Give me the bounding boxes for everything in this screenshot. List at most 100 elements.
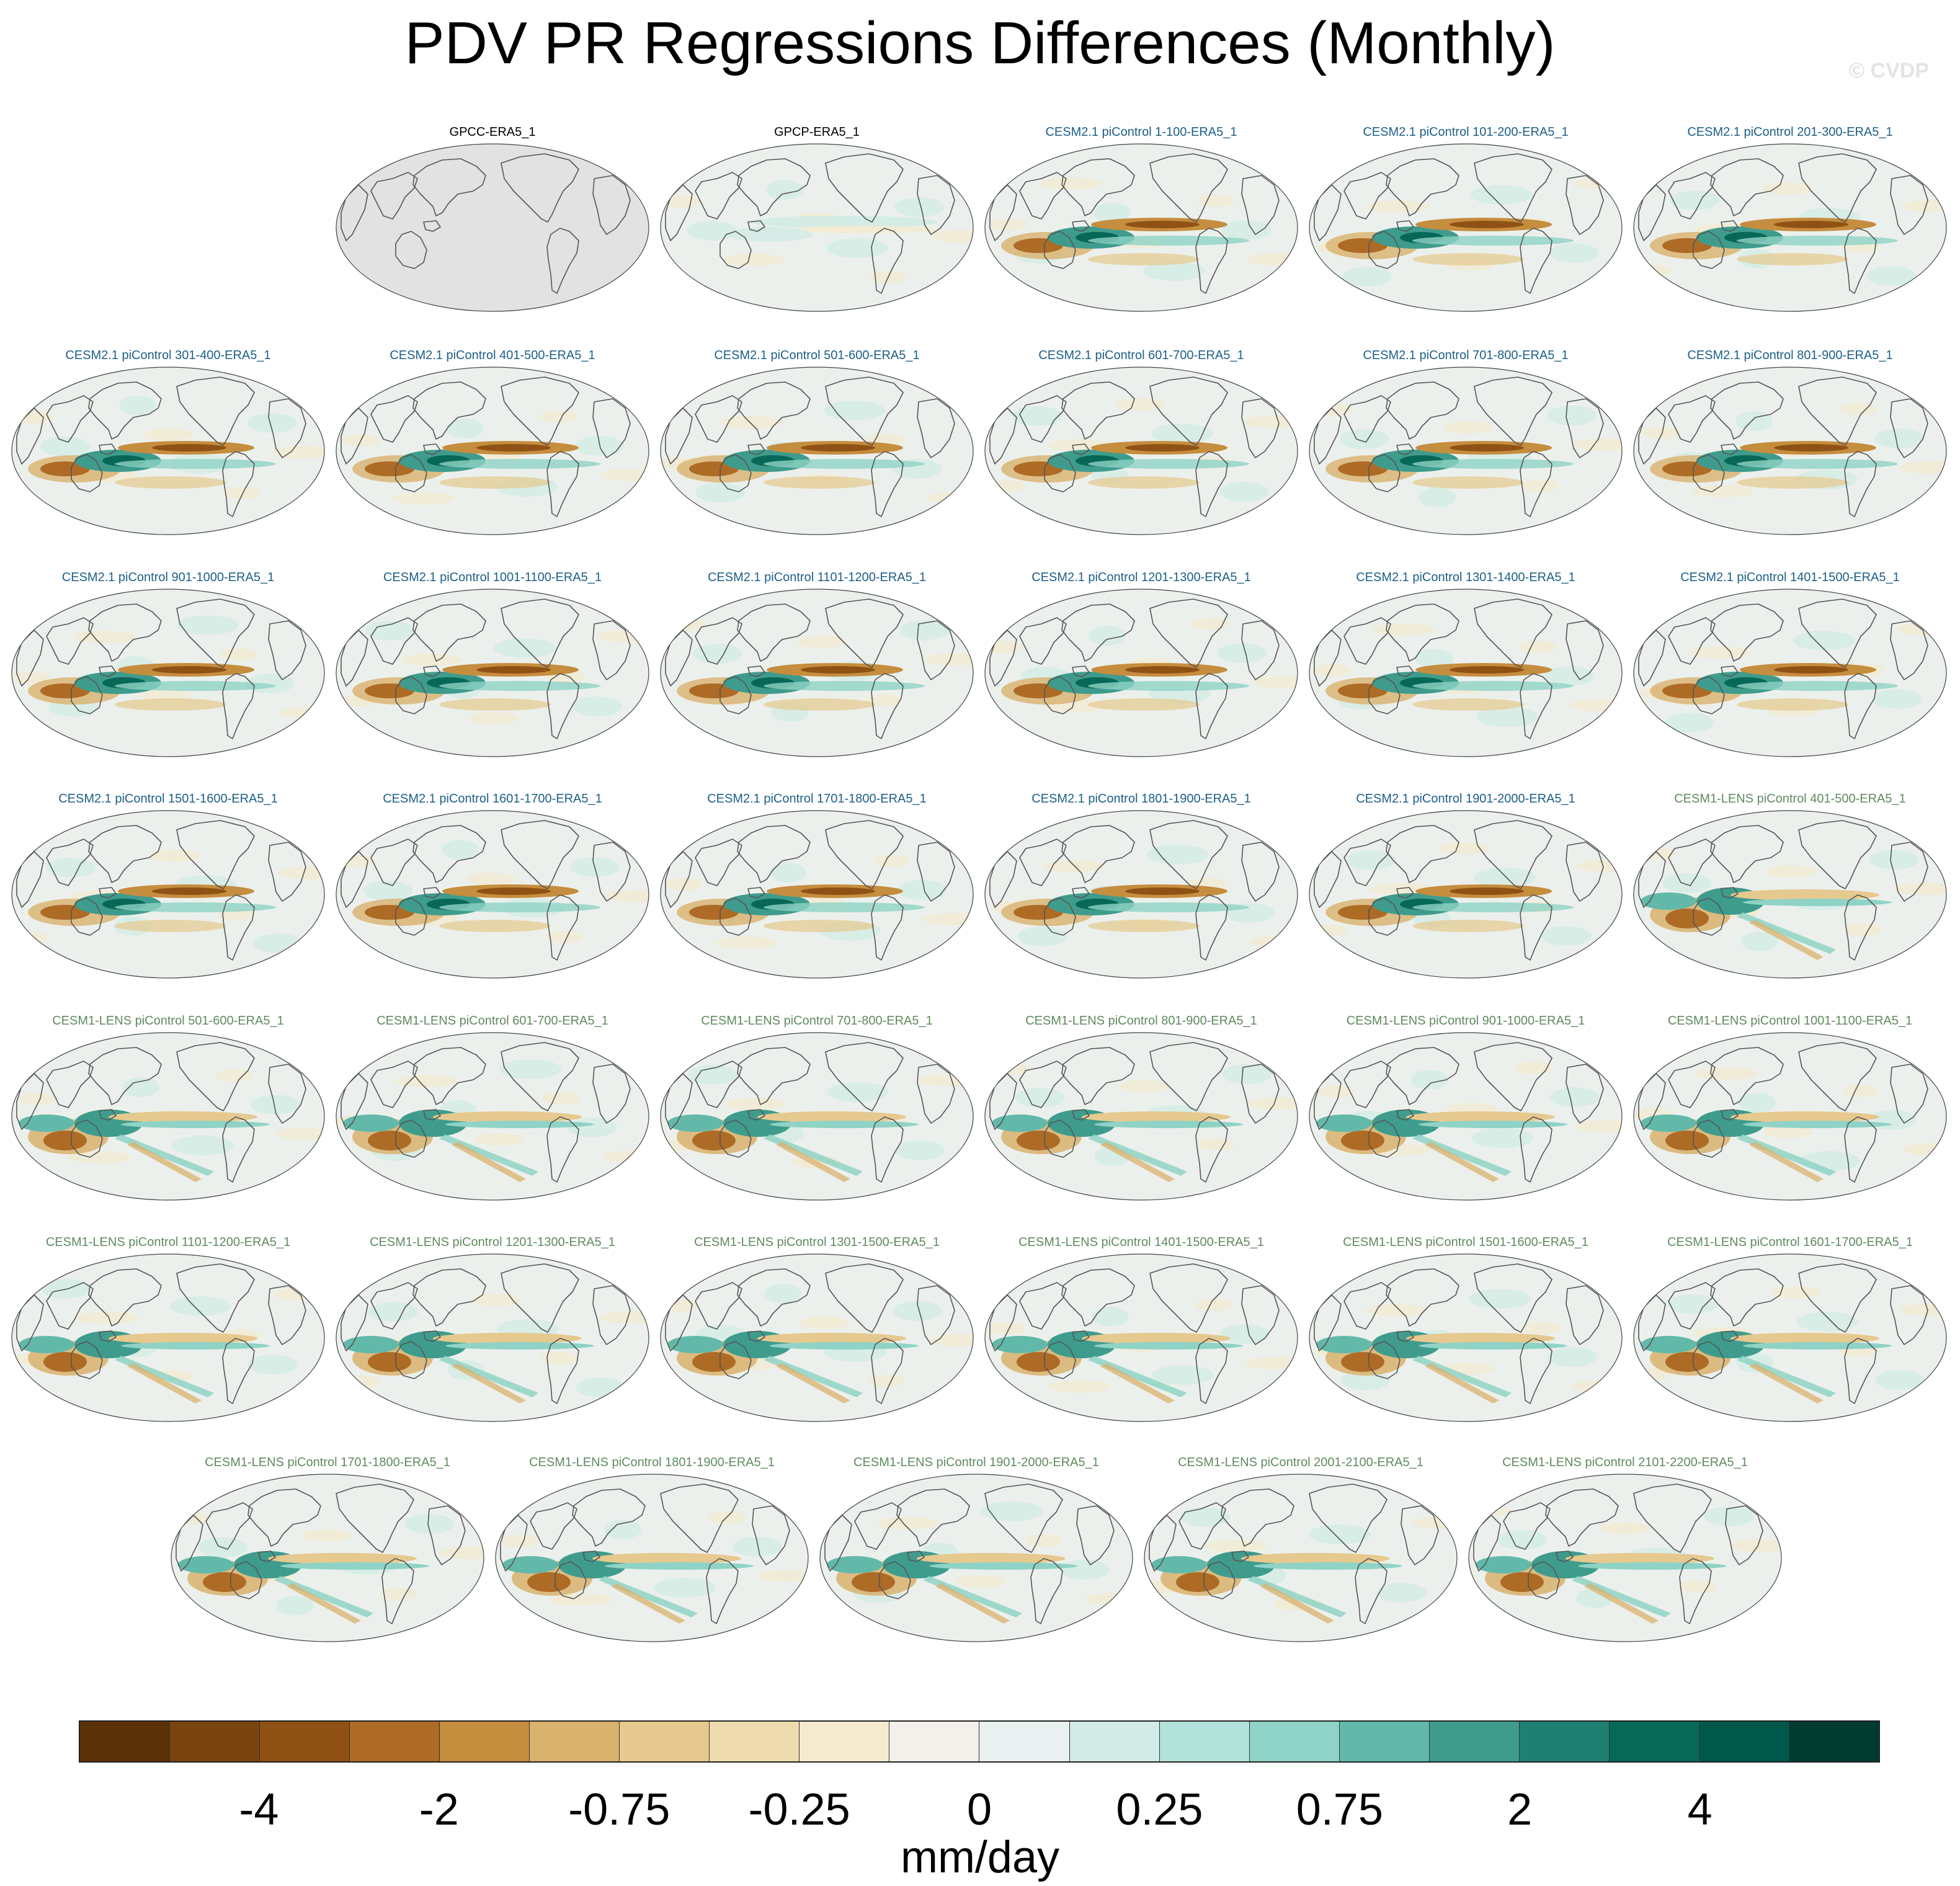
colorbar-box: [260, 1722, 350, 1761]
map-panel: CESM2.1 piControl 401-500-ERA5_1: [334, 347, 651, 537]
robinson-map: [11, 810, 325, 979]
colorbar-label: 0: [966, 1785, 992, 1835]
colorbar-box: [1339, 1722, 1430, 1761]
map-panel: CESM2.1 piControl 1901-2000-ERA5_1: [1307, 791, 1624, 981]
robinson-map: [1309, 1032, 1623, 1201]
colorbar-box: [1699, 1722, 1789, 1761]
map-panel: CESM1-LENS piControl 1201-1300-ERA5_1: [334, 1234, 651, 1424]
robinson-map: [1309, 367, 1623, 535]
map-outline: [1309, 1032, 1623, 1201]
colorbar-box: [710, 1722, 800, 1761]
map-panel: CESM1-LENS piControl 901-1000-ERA5_1: [1307, 1013, 1624, 1203]
map-panel: CESM1-LENS piControl 1001-1100-ERA5_1: [1631, 1013, 1949, 1203]
robinson-map: [660, 1032, 974, 1201]
colorbar-box: [889, 1722, 980, 1761]
map-panel: CESM2.1 piControl 601-700-ERA5_1: [982, 347, 1300, 537]
map-outline: [336, 1032, 649, 1201]
robinson-map: [984, 1253, 1298, 1422]
robinson-map: [660, 1253, 974, 1422]
map-outline: [660, 1253, 974, 1422]
panel-title: GPCC-ERA5_1: [449, 125, 536, 139]
panel-title: CESM2.1 piControl 701-800-ERA5_1: [1363, 349, 1569, 362]
colorbar-units: mm/day: [900, 1833, 1060, 1882]
robinson-map: [336, 1032, 649, 1201]
map-outline: [1144, 1474, 1458, 1642]
panel-title: CESM2.1 piControl 301-400-ERA5_1: [65, 349, 271, 362]
map-outline: [660, 810, 974, 979]
robinson-map: [984, 143, 1298, 312]
map-panel: CESM1-LENS piControl 1801-1900-ERA5_1: [493, 1454, 811, 1644]
robinson-map: [1144, 1474, 1458, 1642]
map-outline: [660, 143, 974, 312]
map-outline: [984, 143, 1298, 312]
watermark: © CVDP: [1849, 59, 1929, 82]
panel-title: CESM1-LENS piControl 1101-1200-ERA5_1: [45, 1235, 291, 1249]
map-outline: [1309, 367, 1623, 535]
map-panel: CESM1-LENS piControl 801-900-ERA5_1: [982, 1013, 1300, 1203]
panel-title: CESM2.1 piControl 1101-1200-ERA5_1: [707, 571, 927, 584]
map-panel: CESM1-LENS piControl 2101-2200-ERA5_1: [1466, 1454, 1784, 1644]
panel-title: CESM1-LENS piControl 1501-1600-ERA5_1: [1343, 1235, 1588, 1249]
map-outline: [11, 589, 325, 757]
robinson-map: [984, 367, 1298, 535]
robinson-map: [1633, 143, 1947, 312]
map-panel: CESM1-LENS piControl 601-700-ERA5_1: [334, 1013, 651, 1203]
panel-title: CESM1-LENS piControl 901-1000-ERA5_1: [1346, 1014, 1585, 1028]
panel-title: CESM1-LENS piControl 1301-1500-ERA5_1: [694, 1235, 940, 1249]
map-outline: [984, 1032, 1298, 1201]
robinson-map: [660, 367, 974, 535]
map-outline: [1633, 1253, 1947, 1422]
colorbar-boxes: [80, 1722, 1879, 1761]
map-panel: CESM2.1 piControl 1301-1400-ERA5_1: [1307, 569, 1624, 759]
robinson-map: [984, 810, 1298, 979]
robinson-map: [660, 810, 974, 979]
map-outline: [819, 1474, 1133, 1642]
map-outline: [1309, 589, 1623, 757]
robinson-map: [336, 367, 649, 535]
robinson-map: [336, 810, 649, 979]
map-panel: CESM1-LENS piControl 701-800-ERA5_1: [658, 1013, 976, 1203]
panel-title: CESM1-LENS piControl 701-800-ERA5_1: [701, 1014, 933, 1028]
robinson-map: [11, 367, 325, 535]
panel-title: CESM1-LENS piControl 1801-1900-ERA5_1: [529, 1456, 775, 1469]
robinson-map: [660, 143, 974, 312]
map-outline: [336, 1253, 649, 1422]
robinson-map: [1633, 1032, 1947, 1201]
map-panel: CESM2.1 piControl 1501-1600-ERA5_1: [9, 791, 327, 981]
map-panel: CESM1-LENS piControl 401-500-ERA5_1: [1631, 791, 1949, 981]
robinson-map: [1309, 1253, 1623, 1422]
map-outline: [1633, 810, 1947, 979]
map-outline: [984, 810, 1298, 979]
map-panel: CESM1-LENS piControl 1701-1800-ERA5_1: [169, 1454, 486, 1644]
figure-title: PDV PR Regressions Differences (Monthly): [404, 10, 1556, 76]
map-outline: [1633, 1032, 1947, 1201]
colorbar-label: -4: [239, 1785, 279, 1835]
colorbar-box: [170, 1722, 261, 1761]
panel-title: CESM1-LENS piControl 1401-1500-ERA5_1: [1018, 1235, 1264, 1249]
map-panel: CESM1-LENS piControl 1301-1500-ERA5_1: [658, 1234, 976, 1424]
map-panel: CESM2.1 piControl 1201-1300-ERA5_1: [982, 569, 1300, 759]
map-panel: CESM1-LENS piControl 1501-1600-ERA5_1: [1307, 1234, 1624, 1424]
panel-title: CESM2.1 piControl 1601-1700-ERA5_1: [383, 792, 602, 806]
map-panel: CESM2.1 piControl 501-600-ERA5_1: [658, 347, 976, 537]
colorbar-label: 4: [1687, 1785, 1713, 1835]
panel-title: CESM2.1 piControl 201-300-ERA5_1: [1687, 125, 1893, 139]
map-outline: [984, 1253, 1298, 1422]
panel-title: CESM2.1 piControl 1301-1400-ERA5_1: [1356, 571, 1575, 584]
map-panel: CESM2.1 piControl 901-1000-ERA5_1: [9, 569, 327, 759]
map-outline: [495, 1474, 809, 1642]
robinson-map: [336, 1253, 649, 1422]
map-panel: CESM2.1 piControl 1-100-ERA5_1: [982, 124, 1300, 314]
map-outline: [11, 810, 325, 979]
map-outline: [171, 1474, 484, 1642]
map-panel: GPCP-ERA5_1: [658, 124, 976, 314]
map-outline: [660, 367, 974, 535]
robinson-map: [171, 1474, 484, 1642]
panel-title: CESM1-LENS piControl 501-600-ERA5_1: [52, 1014, 284, 1028]
map-panel: CESM1-LENS piControl 1901-2000-ERA5_1: [817, 1454, 1135, 1644]
robinson-map: [11, 589, 325, 757]
map-panel: CESM2.1 piControl 1601-1700-ERA5_1: [334, 791, 651, 981]
map-outline: [1309, 143, 1623, 312]
colorbar-box: [1159, 1722, 1250, 1761]
panel-title: CESM2.1 piControl 501-600-ERA5_1: [714, 349, 920, 362]
